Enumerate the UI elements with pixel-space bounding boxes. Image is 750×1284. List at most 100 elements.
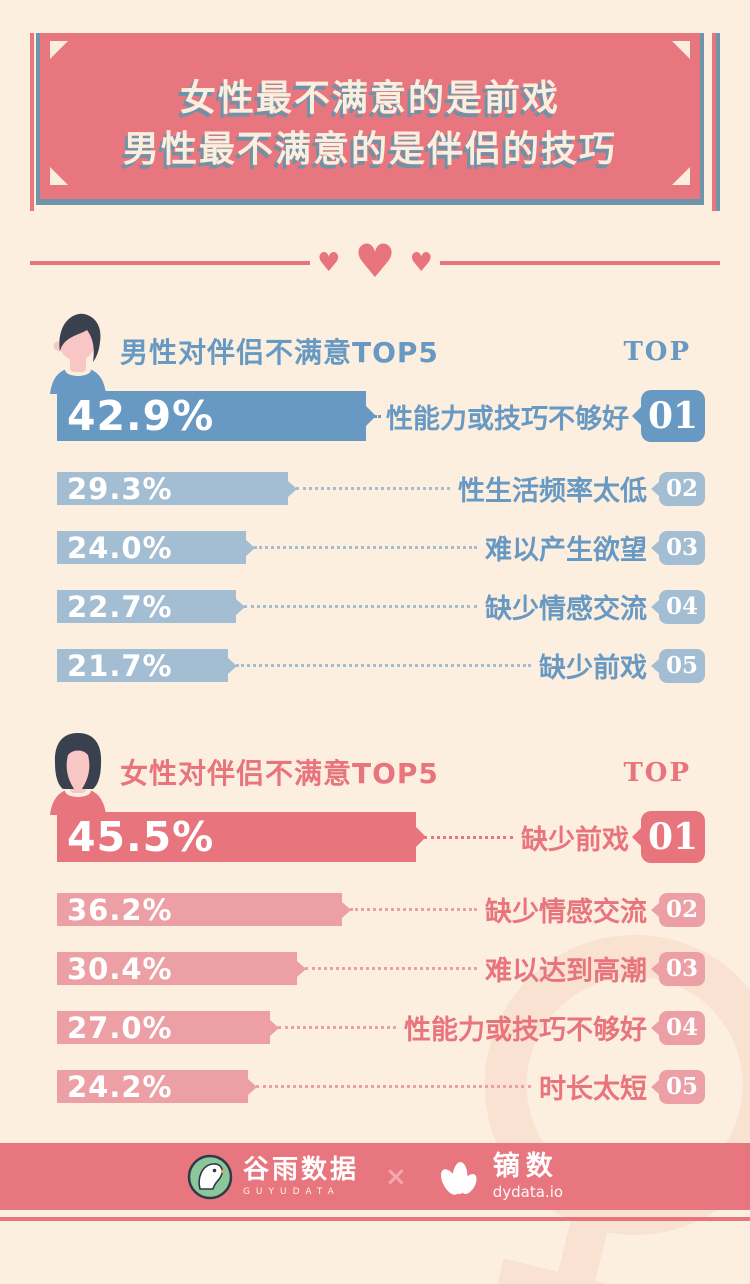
- bar-tip-icon: [342, 901, 351, 918]
- heart-icon: ♥: [317, 248, 341, 278]
- rank-number: 04: [665, 593, 698, 620]
- bar-value: 30.4%: [67, 951, 173, 986]
- bar-label: 性能力或技巧不够好: [404, 1015, 647, 1046]
- female-top-label: TOP: [623, 758, 691, 788]
- banner-right-bar-blue: [716, 33, 720, 211]
- bar-label: 缺少情感交流: [485, 594, 647, 625]
- rank-badge: 01: [632, 390, 705, 442]
- badge-tip-icon: [651, 1079, 659, 1094]
- bar-value: 42.9%: [67, 392, 215, 440]
- bottom-divider-line: [0, 1217, 750, 1221]
- dotted-leader: [236, 664, 531, 667]
- female-section: 女性对伴侣不满意TOP5 TOP 45.5% 缺少前戏 01 36.2%: [0, 726, 750, 1105]
- rank-number: 05: [665, 652, 698, 679]
- dotted-leader: [350, 908, 477, 911]
- bar-tip-icon: [228, 657, 237, 674]
- bar-label: 难以达到高潮: [485, 956, 647, 987]
- rank-badge: 05: [651, 1069, 705, 1104]
- bar-tip-icon: [297, 960, 306, 977]
- dotted-leader: [424, 835, 513, 839]
- rank-badge: 03: [651, 951, 705, 986]
- dydata-name: 镝数: [492, 1151, 559, 1183]
- rank-number: 03: [665, 955, 698, 982]
- rank-number: 01: [647, 816, 699, 858]
- rank-badge: 04: [651, 589, 705, 624]
- badge-tip-icon: [651, 1020, 659, 1035]
- bar-row: 30.4% 难以达到高潮 03: [57, 951, 705, 987]
- bar-value: 45.5%: [67, 813, 215, 861]
- header-banner: 女性最不满意的是前戏 男性最不满意的是伴侣的技巧: [30, 33, 720, 213]
- bar-row: 29.3% 性生活频率太低 02: [57, 471, 705, 507]
- female-bars: 45.5% 缺少前戏 01 36.2% 缺少情感交流: [57, 811, 705, 1105]
- bar-label: 难以产生欲望: [485, 535, 647, 566]
- badge-tip-icon: [651, 902, 659, 917]
- bar-value: 29.3%: [67, 471, 173, 506]
- bar-row: 36.2% 缺少情感交流 02: [57, 892, 705, 928]
- badge-tip-icon: [651, 599, 659, 614]
- guyudata-brand: 谷雨数据 GUYUDATA: [187, 1154, 359, 1200]
- heart-icon: ♥: [354, 234, 396, 288]
- badge-tip-icon: [632, 828, 641, 846]
- male-bars: 42.9% 性能力或技巧不够好 01 29.3% 性生活频率太低: [57, 390, 705, 684]
- bar-row: 24.0% 难以产生欲望 03: [57, 530, 705, 566]
- bar: 24.2%: [57, 1069, 257, 1104]
- bar-tip-icon: [246, 539, 255, 556]
- bar-value: 27.0%: [67, 1010, 173, 1045]
- rank-badge: 01: [632, 811, 705, 863]
- dotted-leader: [244, 605, 477, 608]
- page-title: 女性最不满意的是前戏 男性最不满意的是伴侣的技巧: [40, 33, 700, 175]
- rank-number: 02: [665, 896, 698, 923]
- bar-tip-icon: [270, 1019, 279, 1036]
- bar-row: 42.9% 性能力或技巧不够好 01: [57, 390, 705, 442]
- x-separator: ×: [384, 1161, 407, 1192]
- bar-tip-icon: [288, 480, 297, 497]
- bar: 24.0%: [57, 531, 255, 565]
- male-top-label: TOP: [623, 337, 691, 367]
- rank-number: 05: [665, 1073, 698, 1100]
- rank-badge: 03: [651, 530, 705, 565]
- rank-badge: 02: [651, 471, 705, 506]
- divider-line: [439, 261, 720, 265]
- banner-left-bar: [30, 33, 34, 211]
- bar: 27.0%: [57, 1010, 279, 1045]
- rank-number: 02: [665, 475, 698, 502]
- bar-value: 22.7%: [67, 589, 173, 624]
- rank-badge: 05: [651, 648, 705, 683]
- bar: 42.9%: [57, 391, 376, 441]
- divider-line: [30, 261, 311, 265]
- guyudata-name: 谷雨数据: [242, 1154, 359, 1185]
- bar-label: 时长太短: [539, 1074, 647, 1105]
- bar-tip-icon: [248, 1078, 257, 1095]
- bar-label: 缺少前戏: [521, 824, 629, 856]
- bar: 30.4%: [57, 951, 306, 986]
- badge-tip-icon: [632, 407, 641, 425]
- dotted-leader: [296, 487, 450, 490]
- bar-tip-icon: [236, 598, 245, 615]
- bar-tip-icon: [416, 827, 426, 847]
- bar-value: 21.7%: [67, 648, 173, 683]
- guyudata-logo-icon: [187, 1154, 233, 1199]
- female-section-header: 女性对伴侣不满意TOP5 TOP: [46, 726, 705, 815]
- female-avatar: [50, 733, 106, 815]
- male-section: 男性对伴侣不满意TOP5 TOP 42.9% 性能力或技巧不够好 01 29.3…: [0, 305, 750, 684]
- rank-badge: 04: [651, 1010, 705, 1045]
- bar-value: 24.2%: [67, 1069, 173, 1104]
- bar-label: 缺少前戏: [539, 653, 647, 684]
- rank-number: 04: [665, 1014, 698, 1041]
- banner-right-bar-pink: [712, 33, 716, 211]
- bar-row: 24.2% 时长太短 05: [57, 1069, 705, 1105]
- badge-tip-icon: [651, 961, 659, 976]
- male-section-header: 男性对伴侣不满意TOP5 TOP: [46, 305, 705, 394]
- dotted-leader: [278, 1026, 396, 1029]
- page-title-line2: 男性最不满意的是伴侣的技巧: [122, 129, 617, 171]
- bar: 22.7%: [57, 589, 245, 624]
- heart-icon: ♥: [409, 248, 433, 278]
- badge-tip-icon: [651, 540, 659, 555]
- bar-row: 27.0% 性能力或技巧不够好 04: [57, 1010, 705, 1046]
- dotted-leader: [254, 546, 477, 549]
- badge-tip-icon: [651, 658, 659, 673]
- page-title-line1: 女性最不满意的是前戏: [179, 78, 560, 119]
- bar-row: 22.7% 缺少情感交流 04: [57, 589, 705, 625]
- dydata-brand: 镝数 dydata.io: [433, 1152, 563, 1201]
